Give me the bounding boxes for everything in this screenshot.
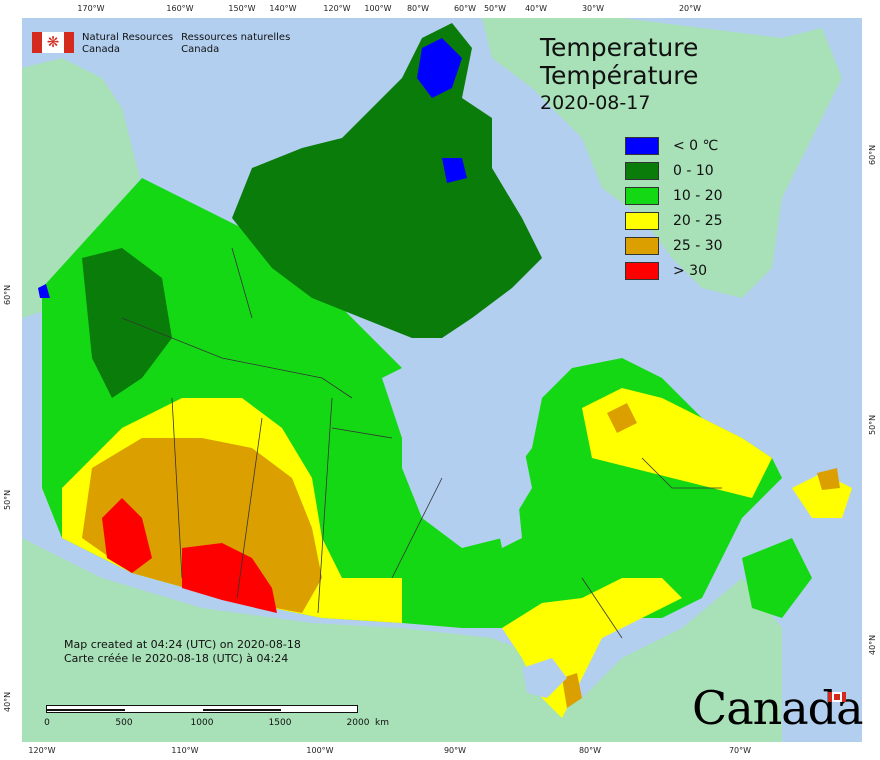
graticule-bottom-label: 120°W: [28, 746, 56, 755]
canada-wordmark: Canada: [692, 681, 864, 735]
wordmark-flag-icon: [828, 692, 846, 702]
graticule-left-label: 50°N: [3, 489, 12, 510]
graticule-top-label: 80°W: [406, 4, 430, 13]
map-title: Temperature Température 2020-08-17: [540, 34, 698, 116]
scale-tick-label: 2000: [346, 718, 370, 728]
legend-label: > 30: [673, 262, 707, 279]
newfoundland-hot: [817, 468, 840, 490]
nrcan-signature: ❋ Natural Resources Canada Ressources na…: [32, 32, 290, 56]
legend: < 0 ℃ 0 - 10 10 - 20 20 - 25 25 - 30 > 3…: [625, 133, 723, 283]
legend-item: 0 - 10: [625, 158, 723, 183]
graticule-top-label: 60°W: [453, 4, 477, 13]
graticule-left-label: 40°N: [3, 691, 12, 712]
bc-interior-extreme: [102, 498, 152, 573]
graticule-bottom-label: 100°W: [306, 746, 334, 755]
scale-tick-label: 0: [44, 718, 50, 728]
legend-item: > 30: [625, 258, 723, 283]
graticule-top-label: 150°W: [228, 4, 256, 13]
graticule-top-label: 30°W: [581, 4, 605, 13]
credits-en: Map created at 04:24 (UTC) on 2020-08-18: [64, 638, 301, 651]
scale-tick-label: 500: [115, 718, 133, 728]
cold-patch-ellesmere: [417, 38, 462, 98]
graticule-top-label: 40°W: [524, 4, 548, 13]
graticule-top-label: 120°W: [323, 4, 351, 13]
graticule-top-label: 50°W: [483, 4, 507, 13]
org-name-fr: Ressources naturelles Canada: [181, 32, 291, 55]
legend-swatch: [625, 161, 659, 180]
legend-label: 20 - 25: [673, 212, 723, 229]
title-date: 2020-08-17: [540, 92, 651, 114]
scale-bar: [46, 705, 358, 713]
title-fr: Température: [540, 61, 699, 90]
graticule-top-label: 170°W: [77, 4, 105, 13]
map-credits: Map created at 04:24 (UTC) on 2020-08-18…: [64, 638, 301, 666]
legend-swatch: [625, 211, 659, 230]
graticule-top-label: 140°W: [269, 4, 297, 13]
graticule-right-label: 60°N: [868, 144, 877, 165]
legend-swatch: [625, 136, 659, 155]
title-en: Temperature: [540, 33, 699, 62]
graticule-bottom-label: 110°W: [171, 746, 199, 755]
temperature-map: [22, 18, 862, 742]
southern-ontario-hot: [562, 673, 582, 708]
hudson-bay: [382, 348, 542, 498]
prairies-extreme: [182, 543, 277, 613]
legend-label: < 0 ℃: [673, 137, 719, 154]
credits-fr: Carte créée le 2020-08-18 (UTC) à 04:24: [64, 652, 289, 665]
legend-swatch: [625, 186, 659, 205]
graticule-bottom-label: 90°W: [443, 746, 467, 755]
graticule-bottom-label: 70°W: [728, 746, 752, 755]
legend-item: < 0 ℃: [625, 133, 723, 158]
graticule-left-label: 60°N: [3, 284, 12, 305]
labrador-hot: [607, 403, 637, 433]
legend-label: 25 - 30: [673, 237, 723, 254]
legend-label: 10 - 20: [673, 187, 723, 204]
legend-item: 20 - 25: [625, 208, 723, 233]
scale-tick-label: 1500: [268, 718, 292, 728]
cold-patch-baffin: [442, 158, 467, 183]
legend-swatch: [625, 236, 659, 255]
graticule-top-label: 160°W: [166, 4, 194, 13]
graticule-top-label: 100°W: [364, 4, 392, 13]
legend-item: 10 - 20: [625, 183, 723, 208]
org-name-en: Natural Resources Canada: [82, 32, 174, 55]
legend-item: 25 - 30: [625, 233, 723, 258]
great-lakes: [522, 658, 567, 698]
arctic-islands: [232, 23, 542, 338]
province-borders: [121, 247, 722, 639]
scale-unit-label: km: [375, 718, 389, 728]
legend-swatch: [625, 261, 659, 280]
alaska-land: [22, 58, 140, 318]
graticule-right-label: 40°N: [868, 634, 877, 655]
graticule-top-label: 20°W: [678, 4, 702, 13]
james-bay: [492, 488, 522, 548]
greenland-land: [482, 18, 842, 298]
legend-label: 0 - 10: [673, 162, 714, 179]
scale-tick-label: 1000: [190, 718, 214, 728]
graticule-bottom-label: 80°W: [578, 746, 602, 755]
rockies-cool: [82, 248, 172, 398]
cold-patch-alaska-coast: [38, 284, 50, 298]
graticule-right-label: 50°N: [868, 414, 877, 435]
canada-flag-icon: ❋: [32, 32, 74, 53]
prairies-hot: [82, 438, 322, 613]
maritimes: [742, 538, 812, 618]
usa-land: [22, 538, 782, 742]
